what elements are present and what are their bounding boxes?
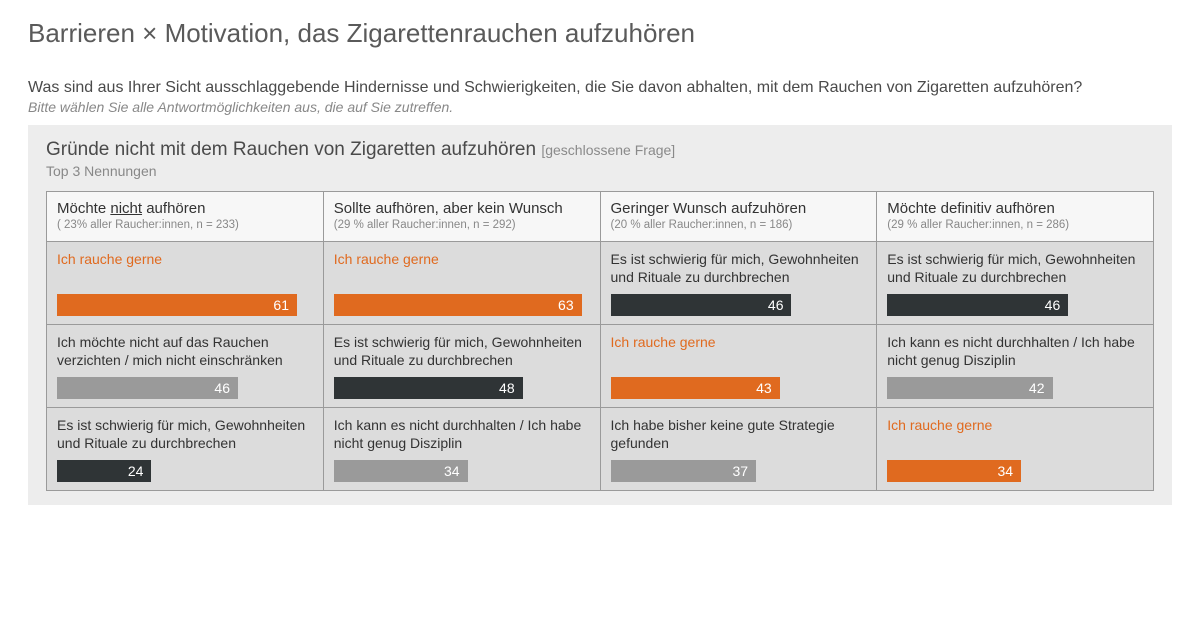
page: Barrieren × Motivation, das Zigarettenra… xyxy=(0,0,1200,505)
bar-track: 34 xyxy=(334,460,590,482)
data-cell: Ich rauche gerne 34 xyxy=(877,408,1154,491)
data-cell: Ich kann es nicht durchhalten / Ich habe… xyxy=(877,325,1154,408)
reason-label: Es ist schwierig für mich, Gewohnheiten … xyxy=(334,333,590,371)
column-title: Sollte aufhören, aber kein Wunsch xyxy=(334,200,590,217)
page-title: Barrieren × Motivation, das Zigarettenra… xyxy=(28,18,1172,49)
bar-fill: 46 xyxy=(57,377,238,399)
column-title: Möchte definitiv aufhören xyxy=(887,200,1143,217)
bar-fill: 43 xyxy=(611,377,780,399)
column-header: Geringer Wunsch aufzuhören (20 % aller Ra… xyxy=(601,192,878,242)
data-cell: Es ist schwierig für mich, Gewohnheiten … xyxy=(324,325,601,408)
bar-fill: 63 xyxy=(334,294,582,316)
reason-label: Es ist schwierig für mich, Gewohnheiten … xyxy=(611,250,867,288)
column-subtitle: (20 % aller Raucher:innen, n = 186) xyxy=(611,219,867,231)
bar-fill: 34 xyxy=(334,460,468,482)
column-title: Möchte nicht aufhören xyxy=(57,200,313,217)
reason-label: Es ist schwierig für mich, Gewohnheiten … xyxy=(887,250,1143,288)
data-cell: Ich rauche gerne 43 xyxy=(601,325,878,408)
reason-label: Ich kann es nicht durchhalten / Ich habe… xyxy=(334,416,590,454)
reason-label: Es ist schwierig für mich, Gewohnheiten … xyxy=(57,416,313,454)
column-header: Sollte aufhören, aber kein Wunsch (29 % a… xyxy=(324,192,601,242)
bar-fill: 46 xyxy=(887,294,1068,316)
data-cell: Ich möchte nicht auf das Rauchen verzich… xyxy=(47,325,324,408)
bar-track: 61 xyxy=(57,294,313,316)
reason-label: Ich rauche gerne xyxy=(887,416,1143,454)
bar-track: 37 xyxy=(611,460,867,482)
panel-title-main: Gründe nicht mit dem Rauchen von Zigaret… xyxy=(46,139,536,160)
reason-label: Ich möchte nicht auf das Rauchen verzich… xyxy=(57,333,313,371)
column-title: Geringer Wunsch aufzuhören xyxy=(611,200,867,217)
reason-label: Ich habe bisher keine gute Strategie gef… xyxy=(611,416,867,454)
bar-fill: 24 xyxy=(57,460,151,482)
bar-fill: 42 xyxy=(887,377,1052,399)
reason-label: Ich kann es nicht durchhalten / Ich habe… xyxy=(887,333,1143,371)
bar-track: 34 xyxy=(887,460,1143,482)
column-header: Möchte definitiv aufhören (29 % aller Rau… xyxy=(877,192,1154,242)
survey-instruction: Bitte wählen Sie alle Antwortmöglichkeit… xyxy=(28,99,1172,115)
data-cell: Ich kann es nicht durchhalten / Ich habe… xyxy=(324,408,601,491)
bar-track: 63 xyxy=(334,294,590,316)
bar-fill: 48 xyxy=(334,377,523,399)
panel-title-note: [geschlossene Frage] xyxy=(541,142,675,158)
bar-track: 46 xyxy=(57,377,313,399)
reason-label: Ich rauche gerne xyxy=(611,333,867,371)
column-subtitle: ( 23% aller Raucher:innen, n = 233) xyxy=(57,219,313,231)
data-cell: Es ist schwierig für mich, Gewohnheiten … xyxy=(877,242,1154,325)
bar-track: 43 xyxy=(611,377,867,399)
bar-track: 24 xyxy=(57,460,313,482)
bar-fill: 61 xyxy=(57,294,297,316)
bar-fill: 34 xyxy=(887,460,1021,482)
panel-title: Gründe nicht mit dem Rauchen von Zigaret… xyxy=(46,139,1154,161)
bar-fill: 46 xyxy=(611,294,792,316)
bar-fill: 37 xyxy=(611,460,757,482)
data-cell: Ich habe bisher keine gute Strategie gef… xyxy=(601,408,878,491)
results-panel: Gründe nicht mit dem Rauchen von Zigaret… xyxy=(28,125,1172,505)
bar-track: 42 xyxy=(887,377,1143,399)
column-subtitle: (29 % aller Raucher:innen, n = 286) xyxy=(887,219,1143,231)
reason-label: Ich rauche gerne xyxy=(334,250,590,288)
column-header: Möchte nicht aufhören ( 23% aller Raucher… xyxy=(47,192,324,242)
bar-track: 46 xyxy=(887,294,1143,316)
reason-label: Ich rauche gerne xyxy=(57,250,313,288)
bar-track: 48 xyxy=(334,377,590,399)
barrier-grid: Möchte nicht aufhören ( 23% aller Raucher… xyxy=(46,191,1154,491)
data-cell: Ich rauche gerne 63 xyxy=(324,242,601,325)
bar-track: 46 xyxy=(611,294,867,316)
survey-question: Was sind aus Ihrer Sicht ausschlaggebend… xyxy=(28,77,1172,99)
data-cell: Es ist schwierig für mich, Gewohnheiten … xyxy=(47,408,324,491)
data-cell: Es ist schwierig für mich, Gewohnheiten … xyxy=(601,242,878,325)
column-subtitle: (29 % aller Raucher:innen, n = 292) xyxy=(334,219,590,231)
data-cell: Ich rauche gerne 61 xyxy=(47,242,324,325)
panel-subtitle: Top 3 Nennungen xyxy=(46,163,1154,179)
